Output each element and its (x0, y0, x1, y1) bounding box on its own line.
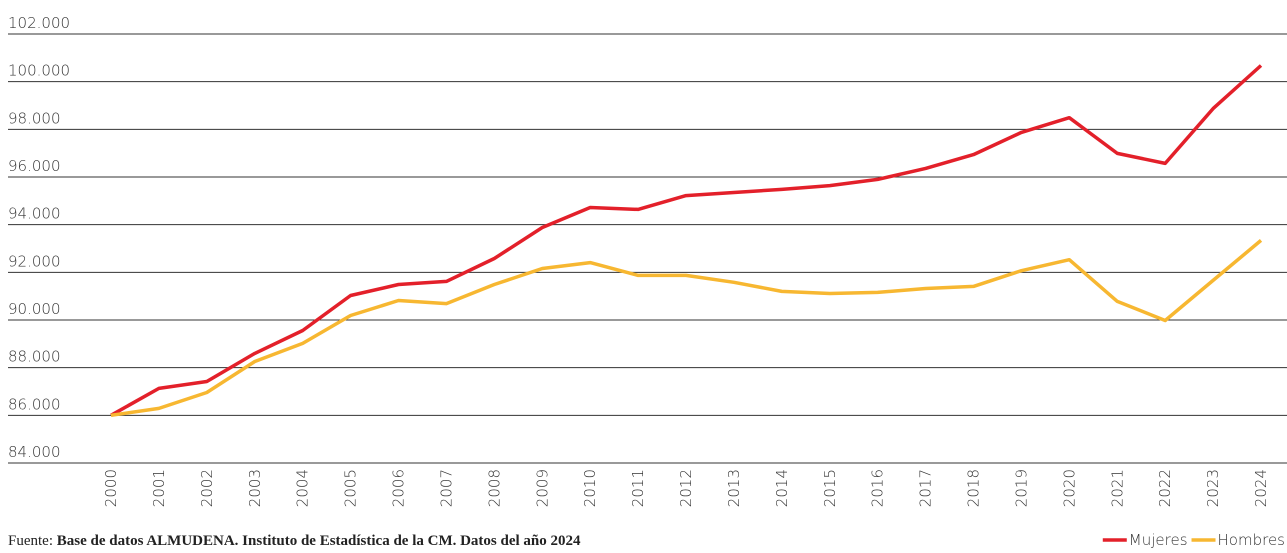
y-tick-label: 96.000 (8, 157, 61, 175)
x-tick-label: 2000 (102, 469, 120, 507)
x-tick-label: 2011 (629, 469, 647, 507)
x-tick-label: 2020 (1060, 469, 1078, 507)
x-tick-label: 2002 (198, 469, 216, 507)
x-tick-label: 2005 (342, 469, 360, 507)
x-tick-label: 2017 (917, 469, 935, 507)
y-tick-label: 88.000 (8, 348, 61, 366)
x-tick-label: 2008 (485, 469, 503, 507)
y-tick-label: 98.000 (8, 109, 61, 127)
y-tick-label: 90.000 (8, 300, 61, 318)
data-line (110, 64, 1263, 417)
x-tick-label: 2022 (1156, 469, 1174, 507)
plot: 84.000 86.000 88.000 90.000 92.000 94.000 96.0… (8, 14, 1287, 549)
x-tick-label: 2003 (246, 469, 264, 507)
legend-label: Mujeres (1129, 531, 1188, 549)
y-tick-label: 102.000 (8, 14, 70, 32)
x-tick-label: 2024 (1252, 469, 1270, 507)
data-line (110, 239, 1263, 418)
y-tick-label: 86.000 (8, 395, 61, 413)
source-text: Base de datos ALMUDENA. Instituto de Est… (57, 533, 581, 549)
x-tick-label: 2021 (1108, 469, 1126, 507)
x-tick-label: 2015 (821, 469, 839, 507)
x-tick-label: 2019 (1012, 469, 1030, 507)
legend-label: Hombres (1218, 531, 1285, 549)
x-tick-label: 2009 (533, 469, 551, 507)
x-tick-label: 2007 (437, 469, 455, 507)
x-tick-label: 2006 (390, 469, 408, 507)
y-tick-label: 92.000 (8, 252, 61, 270)
source: Fuente: Base de datos ALMUDENA. Institut… (8, 533, 581, 549)
x-tick-label: 2023 (1204, 469, 1222, 507)
y-tick-label: 94.000 (8, 205, 61, 223)
y-tick-label: 84.000 (8, 443, 61, 461)
x-tick-label: 2010 (581, 469, 599, 507)
source-label: Fuente: (8, 533, 53, 549)
x-tick-label: 2004 (294, 469, 312, 507)
x-tick-label: 2012 (677, 469, 695, 507)
x-tick-label: 2013 (725, 469, 743, 507)
x-tick-label: 2014 (773, 469, 791, 507)
y-tick-label: 100.000 (8, 62, 70, 80)
x-tick-label: 2001 (150, 469, 168, 507)
x-tick-label: 2018 (965, 469, 983, 507)
x-tick-label: 2016 (869, 469, 887, 507)
